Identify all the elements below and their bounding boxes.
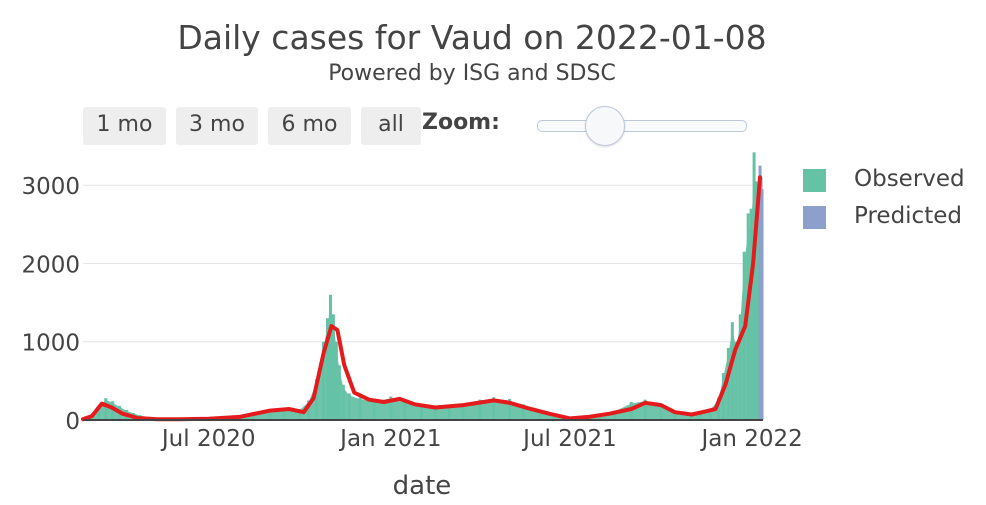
range-button-all[interactable]: all (361, 107, 421, 145)
range-button-3mo[interactable]: 3 mo (176, 107, 258, 145)
x-tick-label-3: Jan 2022 (699, 426, 802, 452)
chart-subtitle: Powered by ISG and SDSC (328, 61, 616, 86)
observed-area (83, 173, 759, 420)
predicted-bar-2 (760, 189, 764, 420)
grid-lines (83, 184, 763, 343)
legend-label-observed: Observed (854, 166, 965, 192)
range-button-6mo[interactable]: 6 mo (268, 107, 351, 145)
x-tick-label-0: Jul 2020 (160, 426, 256, 452)
zoom-slider-handle[interactable] (585, 106, 625, 146)
legend-label-predicted: Predicted (854, 203, 962, 229)
range-button-1mo[interactable]: 1 mo (83, 107, 166, 145)
zoom-label: Zoom: (422, 110, 500, 135)
trend-line (81, 175, 762, 422)
observed-bars (81, 152, 760, 420)
x-tick-label-2: Jul 2021 (521, 426, 617, 452)
x-tick-label-1: Jan 2021 (338, 426, 441, 452)
y-axis-ticks: 0 1000 2000 3000 (21, 174, 80, 435)
y-tick-label-2000: 2000 (21, 252, 80, 278)
y-tick-label-3000: 3000 (21, 174, 80, 200)
legend-swatch-predicted (803, 206, 826, 229)
x-axis-ticks: Jul 2020 Jan 2021 Jul 2021 Jan 2022 (160, 426, 803, 452)
y-tick-label-0: 0 (65, 409, 80, 435)
x-axis-label: date (393, 471, 452, 501)
legend-swatch-observed (803, 169, 826, 192)
chart-title: Daily cases for Vaud on 2022-01-08 (177, 18, 767, 57)
predicted-bars (758, 165, 764, 420)
y-tick-label-1000: 1000 (21, 331, 80, 357)
